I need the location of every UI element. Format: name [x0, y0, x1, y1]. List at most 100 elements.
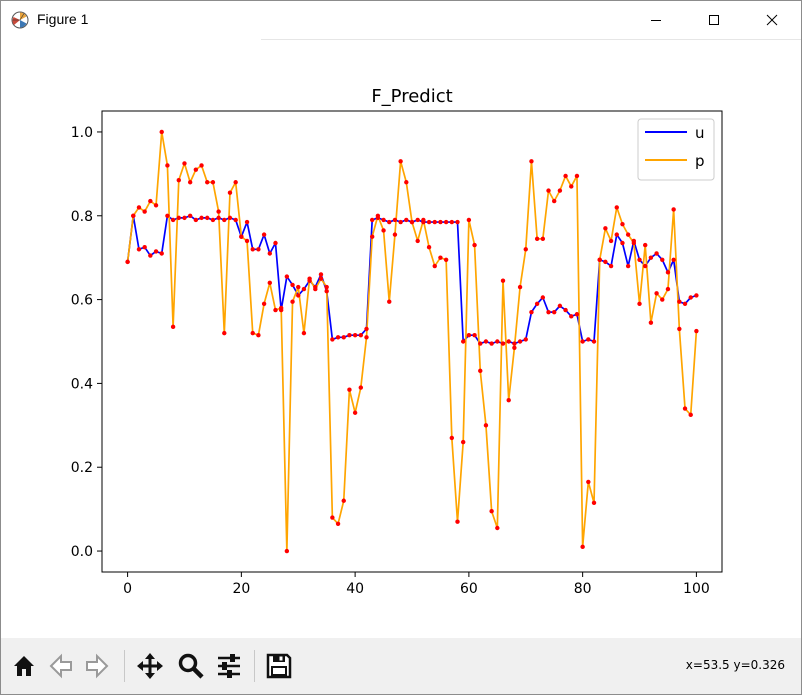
forward-button[interactable] [81, 650, 113, 682]
data-point-p [614, 205, 619, 210]
data-point-p [153, 203, 159, 208]
back-button[interactable] [45, 650, 77, 682]
home-button[interactable] [8, 650, 40, 682]
data-point-p [404, 180, 409, 185]
data-point-p [472, 242, 477, 248]
data-point-p [580, 544, 585, 550]
data-point-u [193, 217, 199, 223]
minimize-icon [651, 20, 661, 21]
x-tick-label: 80 [574, 581, 592, 597]
data-point-p [455, 519, 460, 524]
data-point-u [608, 263, 614, 269]
data-point-u [557, 303, 563, 309]
data-point-u [591, 339, 597, 344]
data-point-p [648, 320, 654, 325]
data-point-u [665, 270, 671, 275]
minimize-button[interactable] [627, 1, 685, 39]
data-point-u [415, 217, 420, 223]
data-point-u [523, 337, 528, 342]
data-point-u [341, 335, 346, 340]
data-point-p [148, 198, 153, 204]
data-point-p [227, 190, 233, 195]
data-point-p [671, 207, 676, 212]
data-point-u [227, 215, 233, 221]
data-point-p [210, 180, 216, 185]
data-point-p [563, 173, 568, 179]
data-point-p [165, 163, 170, 168]
data-point-p [500, 278, 506, 283]
data-point-p [546, 188, 551, 193]
data-point-p [608, 238, 614, 244]
data-point-u [426, 219, 432, 225]
data-point-u [540, 295, 546, 300]
data-point-p [637, 301, 642, 306]
matplotlib-app-icon [11, 11, 29, 29]
data-point-p [506, 397, 511, 403]
data-point-p [313, 286, 318, 292]
x-tick-label: 100 [683, 581, 710, 597]
data-point-u [614, 232, 619, 237]
data-point-p [335, 521, 341, 526]
legend-box [637, 118, 715, 181]
data-point-p [603, 226, 608, 231]
data-point-p [557, 188, 563, 193]
data-point-u [648, 255, 654, 260]
data-point-u [136, 247, 142, 252]
toolbar-separator [124, 650, 125, 682]
data-point-u [534, 301, 540, 306]
data-point-p [256, 333, 261, 338]
data-point-u [159, 251, 164, 256]
data-point-p [569, 184, 574, 189]
data-point-u [694, 293, 699, 298]
maximize-button[interactable] [685, 1, 743, 39]
data-point-u [182, 215, 187, 221]
data-point-p [398, 159, 403, 164]
zoom-button[interactable] [175, 650, 207, 682]
data-point-p [597, 257, 602, 262]
data-point-u [682, 301, 688, 306]
data-point-u [603, 259, 608, 265]
data-point-p [330, 515, 335, 520]
data-point-u [625, 263, 631, 269]
data-point-u [432, 219, 437, 225]
data-point-u [517, 339, 523, 344]
pan-button[interactable] [134, 650, 166, 682]
data-point-p [688, 412, 693, 418]
data-point-p [620, 221, 625, 227]
data-point-u [483, 339, 489, 344]
data-point-u [677, 299, 682, 304]
data-point-p [136, 205, 142, 210]
data-point-p [301, 330, 307, 336]
figure-canvas[interactable]: F_Predict 0 20 40 60 80 100 0.0 0.2 0.4 0.6 0.8 1.0… [1, 40, 801, 638]
y-tick-label: 1.0 [71, 125, 93, 141]
y-tick-label: 0.6 [71, 293, 93, 309]
navigation-toolbar: x=53.5 y=0.326 [1, 638, 801, 694]
data-point-u [364, 326, 369, 332]
data-point-p [369, 234, 375, 239]
forward-icon [86, 653, 109, 679]
save-button[interactable] [263, 650, 295, 682]
data-point-u [199, 215, 204, 221]
data-point-p [677, 326, 682, 332]
data-point-p [432, 263, 437, 269]
data-point-p [421, 217, 426, 223]
data-point-u [438, 219, 443, 225]
pan-icon [137, 653, 163, 679]
data-point-p [460, 439, 466, 445]
data-point-p [625, 232, 631, 237]
data-point-u [569, 314, 574, 319]
data-point-p [449, 435, 455, 441]
data-point-u [478, 341, 483, 346]
x-tick-label: 0 [123, 581, 132, 597]
close-button[interactable] [743, 1, 801, 39]
data-point-p [495, 525, 500, 531]
toolbar-separator [254, 650, 255, 682]
configure-subplots-button[interactable] [213, 650, 245, 682]
data-point-p [381, 228, 386, 233]
data-point-p [176, 177, 181, 183]
data-point-u [512, 341, 517, 346]
data-point-p [159, 129, 164, 135]
data-point-p [341, 498, 346, 503]
data-point-p [517, 284, 523, 290]
data-point-u [176, 215, 181, 221]
